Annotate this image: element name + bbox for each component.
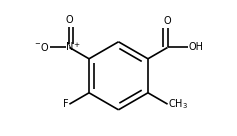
Text: F: F [63, 99, 69, 109]
Text: CH$_3$: CH$_3$ [168, 97, 188, 111]
Text: +: + [74, 42, 80, 48]
Text: O: O [164, 16, 171, 26]
Text: OH: OH [189, 42, 204, 52]
Text: O: O [66, 15, 73, 25]
Text: N: N [66, 42, 73, 52]
Text: $^{-}$O: $^{-}$O [34, 41, 49, 53]
